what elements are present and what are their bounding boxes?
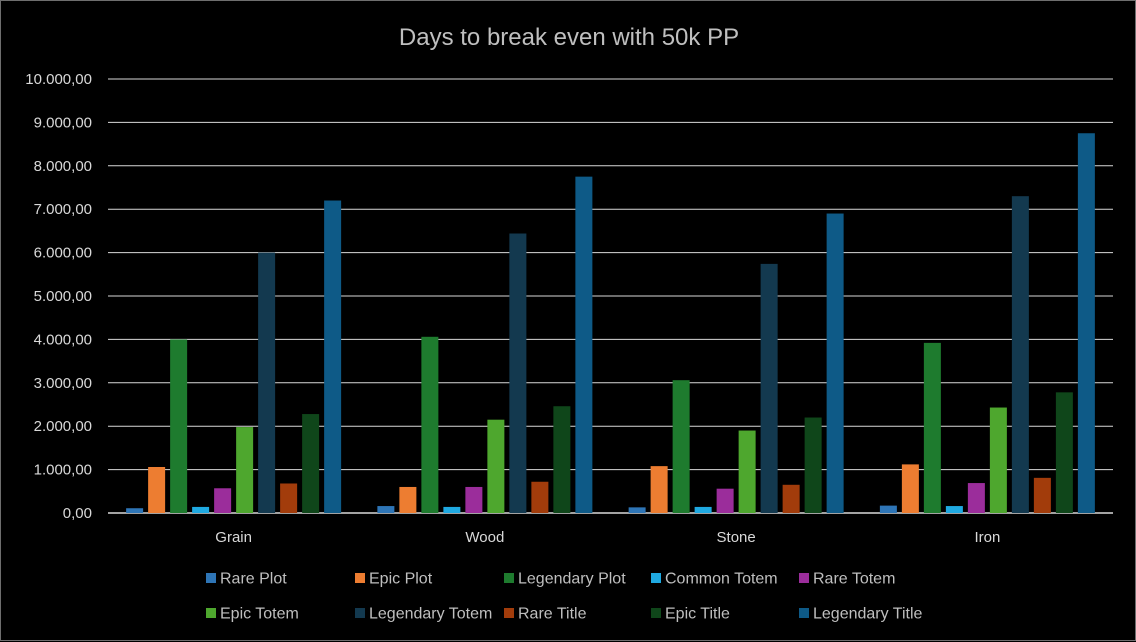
x-axis-ticks: Grain Wood Stone Iron: [215, 529, 1000, 546]
legend-label: Epic Totem: [220, 606, 299, 623]
y-tick-label: 4.000,00: [34, 331, 92, 348]
bar-legendary-plot-wood: [421, 336, 439, 513]
bar-legendary-totem-stone: [760, 263, 778, 513]
y-tick-label: 10.000,00: [25, 71, 92, 88]
legend-label: Rare Plot: [220, 571, 287, 588]
legend-swatch: [504, 608, 514, 618]
y-tick-label: 5.000,00: [34, 288, 92, 305]
bar-rare-plot-stone: [628, 507, 646, 513]
bar-rare-title-grain: [280, 483, 298, 513]
bar-epic-plot-grain: [148, 466, 166, 513]
bar-rare-totem-grain: [214, 488, 232, 513]
bar-rare-totem-wood: [465, 486, 483, 513]
legend-swatch: [799, 608, 809, 618]
bar-epic-plot-stone: [650, 466, 668, 513]
y-tick-label: 3.000,00: [34, 375, 92, 392]
bar-rare-totem-stone: [716, 488, 734, 513]
legend-label: Legendary Plot: [518, 571, 626, 588]
y-tick-label: 8.000,00: [34, 158, 92, 175]
bar-legendary-title-wood: [575, 176, 593, 513]
bar-rare-title-wood: [531, 481, 549, 513]
bar-epic-title-iron: [1055, 392, 1073, 513]
y-tick-label: 9.000,00: [34, 114, 92, 131]
legend-swatch: [355, 608, 365, 618]
bar-legendary-totem-wood: [509, 233, 527, 513]
bar-epic-plot-iron: [901, 464, 919, 513]
x-tick-label: Grain: [215, 529, 252, 546]
y-axis-ticks: 0,00 1.000,00 2.000,00 3.000,00 4.000,00 5.00…: [25, 71, 92, 522]
bar-epic-title-stone: [804, 417, 822, 513]
legend-swatch: [355, 573, 365, 583]
bar-epic-totem-iron: [989, 407, 1007, 513]
legend-swatch: [799, 573, 809, 583]
legend-swatch: [206, 573, 216, 583]
bar-rare-totem-iron: [967, 483, 985, 513]
legend-swatch: [504, 573, 514, 583]
bar-legendary-title-iron: [1077, 133, 1095, 513]
chart-title: Days to break even with 50k PP: [399, 24, 739, 51]
legend-swatch: [651, 573, 661, 583]
bar-common-totem-stone: [694, 506, 712, 513]
x-tick-label: Iron: [974, 529, 1000, 546]
bar-rare-title-iron: [1033, 477, 1051, 513]
legend: Rare Plot Epic Plot Legendary Plot Common T…: [206, 571, 923, 623]
legend-label: Rare Title: [518, 606, 587, 623]
bar-rare-plot-grain: [126, 508, 144, 513]
bar-legendary-plot-iron: [923, 342, 941, 513]
legend-label: Epic Plot: [369, 571, 433, 588]
bar-common-totem-wood: [443, 506, 461, 513]
bar-epic-plot-wood: [399, 486, 417, 513]
bar-rare-title-stone: [782, 484, 800, 513]
bar-epic-totem-wood: [487, 419, 505, 513]
bar-epic-title-wood: [553, 406, 571, 513]
legend-label: Legendary Totem: [369, 606, 492, 623]
bar-common-totem-iron: [945, 506, 963, 513]
bar-common-totem-grain: [192, 506, 210, 513]
legend-label: Rare Totem: [813, 571, 895, 588]
x-tick-label: Stone: [717, 529, 756, 546]
bar-legendary-title-stone: [826, 213, 844, 514]
bar-rare-plot-wood: [377, 506, 395, 513]
legend-swatch: [206, 608, 216, 618]
y-tick-label: 6.000,00: [34, 245, 92, 262]
bar-legendary-plot-stone: [672, 380, 690, 513]
bars: [126, 133, 1095, 514]
y-tick-label: 1.000,00: [34, 462, 92, 479]
legend-swatch: [651, 608, 661, 618]
y-tick-label: 2.000,00: [34, 418, 92, 435]
gridlines: [108, 78, 1113, 514]
legend-label: Legendary Title: [813, 606, 923, 623]
y-tick-label: 7.000,00: [34, 201, 92, 218]
bar-legendary-plot-grain: [170, 339, 188, 513]
bar-rare-plot-iron: [879, 505, 897, 513]
bar-epic-totem-grain: [236, 427, 254, 513]
bar-legendary-title-grain: [324, 200, 342, 513]
legend-label: Epic Title: [665, 606, 730, 623]
y-tick-label: 0,00: [63, 505, 92, 522]
legend-label: Common Totem: [665, 571, 778, 588]
x-tick-label: Wood: [465, 529, 504, 546]
bar-epic-totem-stone: [738, 430, 756, 513]
bar-legendary-totem-grain: [258, 252, 276, 513]
bar-legendary-totem-iron: [1011, 196, 1029, 513]
bar-epic-title-grain: [302, 414, 320, 513]
